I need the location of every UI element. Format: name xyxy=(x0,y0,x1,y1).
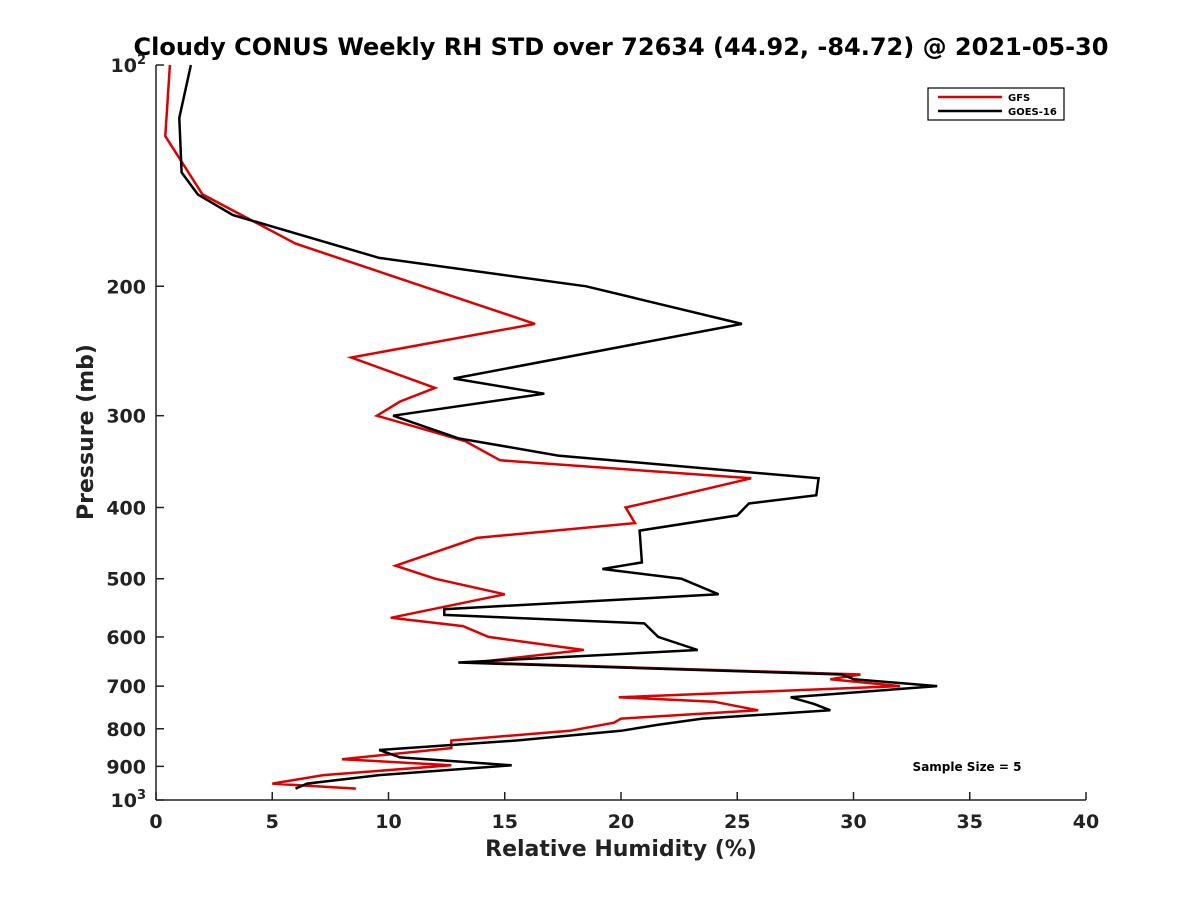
x-tick-label: 35 xyxy=(957,811,983,833)
series-line-gfs xyxy=(164,64,901,790)
y-tick-label: 200 xyxy=(106,276,146,298)
y-tick-label: 700 xyxy=(106,676,146,698)
x-tick-label: 15 xyxy=(492,811,518,833)
y-tick-label: 400 xyxy=(106,498,146,520)
x-ticks: 0 5 10 15 20 25 30 35 40 xyxy=(149,792,1099,833)
chart-title: Cloudy CONUS Weekly RH STD over 72634 (4… xyxy=(134,33,1109,61)
y-ticks: 102 200 300 400 500 600 700 800 900 103 xyxy=(106,53,164,812)
y-axis-label: Pressure (mb) xyxy=(74,344,99,520)
x-tick-label: 10 xyxy=(375,811,401,833)
y-tick-label: 800 xyxy=(106,719,146,741)
legend-label-gfs: GFS xyxy=(1008,93,1030,104)
x-tick-label: 25 xyxy=(724,811,750,833)
x-tick-label: 0 xyxy=(149,811,162,833)
x-tick-label: 20 xyxy=(608,811,634,833)
y-tick-label: 102 xyxy=(111,53,147,77)
series-line-goes-16 xyxy=(178,64,938,790)
legend-label-goes-16: GOES-16 xyxy=(1008,107,1057,118)
y-tick-label: 103 xyxy=(111,788,147,812)
legend-box xyxy=(927,87,1065,121)
x-tick-label: 5 xyxy=(266,811,279,833)
x-tick-label: 40 xyxy=(1073,811,1099,833)
legend: GFS GOES-16 xyxy=(927,87,1065,121)
sample-size-annotation: Sample Size = 5 xyxy=(913,760,1022,774)
x-tick-label: 30 xyxy=(840,811,866,833)
y-tick-label: 600 xyxy=(106,627,146,649)
y-tick-label: 900 xyxy=(106,756,146,778)
series-layer xyxy=(164,64,938,790)
y-tick-label: 500 xyxy=(106,569,146,591)
x-axis-label: Relative Humidity (%) xyxy=(485,837,757,862)
y-tick-label: 300 xyxy=(106,406,146,428)
